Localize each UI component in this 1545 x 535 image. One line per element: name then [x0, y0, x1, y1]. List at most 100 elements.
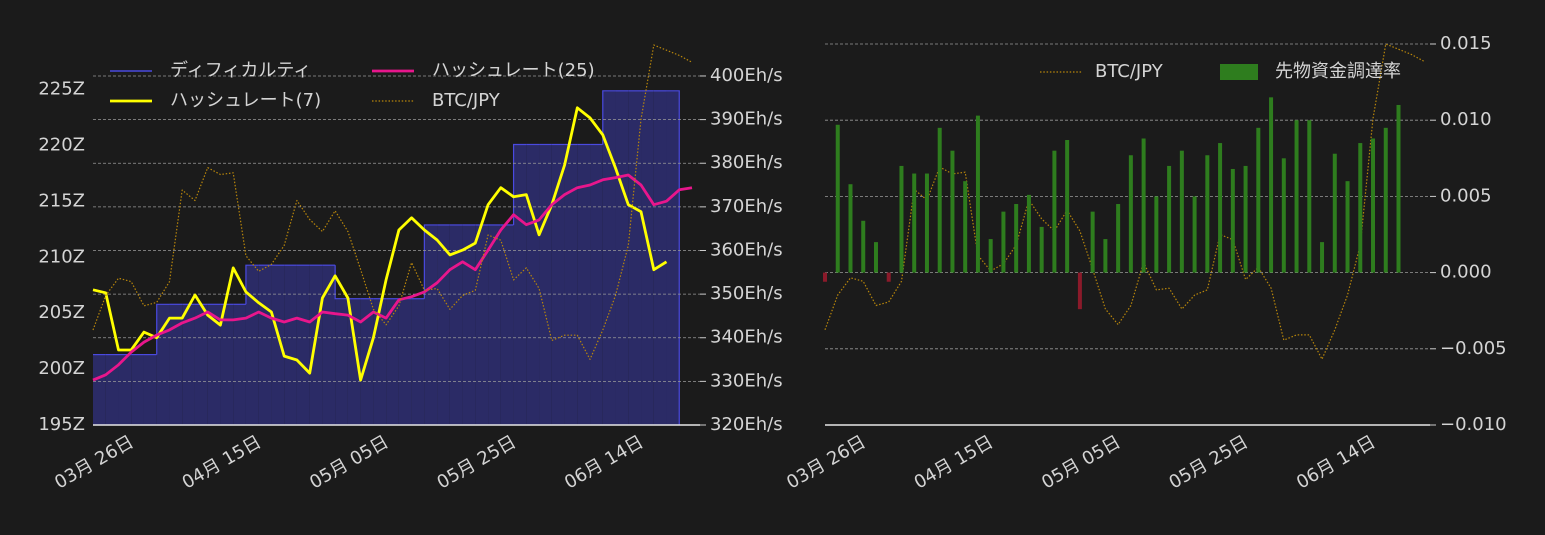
bar: [924, 173, 929, 273]
bar: [975, 115, 980, 273]
bar: [1256, 127, 1261, 273]
bar: [1141, 138, 1146, 273]
bar: [1230, 168, 1235, 273]
difficulty-area: [258, 265, 272, 425]
difficulty-area: [284, 265, 297, 425]
difficulty-area: [488, 224, 501, 425]
difficulty-area: [271, 265, 285, 425]
y-tick-label: 200Z: [38, 358, 85, 379]
difficulty-area: [335, 298, 348, 425]
y-tick-label: 340Eh/s: [710, 327, 783, 348]
y-tick-label: 220Z: [38, 135, 85, 156]
difficulty-area: [437, 224, 450, 425]
legend-swatch: [1220, 64, 1258, 80]
legend-label: ハッシュレート(7): [170, 90, 321, 111]
line: [92, 106, 668, 382]
difficulty-area: [602, 90, 616, 425]
difficulty-area: [207, 304, 221, 425]
difficulty-area: [118, 354, 132, 425]
difficulty-area: [131, 354, 144, 425]
difficulty-area: [93, 354, 106, 425]
bar: [1332, 153, 1337, 273]
difficulty-area: [322, 265, 336, 425]
bar: [823, 272, 827, 282]
bar: [1294, 120, 1299, 273]
bar: [1179, 150, 1184, 273]
y-tick-label: 0.015: [1440, 33, 1492, 54]
difficulty-area: [500, 224, 514, 425]
bar: [1014, 204, 1019, 273]
bar: [848, 184, 853, 273]
difficulty-area: [590, 144, 603, 425]
legend-label: ハッシュレート(25): [432, 60, 595, 81]
y-tick-label: 400Eh/s: [710, 65, 783, 86]
difficulty-area: [615, 90, 629, 425]
difficulty-area: [233, 304, 246, 425]
y-tick-label: 390Eh/s: [710, 109, 783, 130]
bar: [950, 150, 955, 273]
difficulty-area: [296, 265, 310, 425]
difficulty-area: [577, 144, 591, 425]
difficulty-area: [411, 298, 425, 425]
difficulty-area: [347, 298, 361, 425]
y-tick-label: 225Z: [38, 79, 85, 100]
line: [824, 43, 1425, 360]
difficulty-area: [424, 224, 438, 425]
y-tick-label: 0.005: [1440, 185, 1492, 206]
y-tick-label: 0.000: [1440, 262, 1492, 283]
y-tick-label: 380Eh/s: [710, 152, 783, 173]
bar: [835, 124, 840, 273]
bar: [1358, 143, 1363, 273]
difficulty-area: [169, 304, 183, 425]
bar: [912, 173, 917, 273]
difficulty-step: [666, 90, 680, 425]
bar: [1218, 143, 1223, 273]
difficulty-area: [475, 224, 489, 425]
bar: [988, 239, 993, 273]
difficulty-area: [245, 265, 259, 425]
difficulty-area: [641, 90, 654, 425]
y-tick-label: 205Z: [38, 302, 85, 323]
bar: [1116, 204, 1121, 273]
bar: [1154, 196, 1159, 273]
y-tick-label: 360Eh/s: [710, 239, 783, 260]
legend-label: ディフィカルティ: [170, 60, 311, 81]
y-tick-label: 210Z: [38, 246, 85, 267]
difficulty-area: [194, 304, 208, 425]
bar: [1243, 165, 1248, 273]
difficulty-area: [373, 298, 387, 425]
y-tick-label: 0.010: [1440, 109, 1492, 130]
bar: [1001, 211, 1006, 273]
bar: [1192, 196, 1197, 273]
bar: [1383, 127, 1388, 273]
bar: [1396, 104, 1401, 273]
bar: [1269, 97, 1274, 273]
y-tick-label: 320Eh/s: [710, 414, 783, 435]
difficulty-area: [309, 265, 323, 425]
y-tick-label: 330Eh/s: [710, 370, 783, 391]
bar: [963, 181, 968, 273]
difficulty-area: [551, 144, 565, 425]
legend-label: 先物資金調達率: [1275, 61, 1401, 82]
difficulty-area: [220, 304, 234, 425]
bar: [937, 127, 942, 273]
bar: [873, 242, 878, 273]
bar: [1052, 150, 1057, 273]
bar: [886, 272, 891, 282]
bar: [1371, 138, 1376, 273]
line: [92, 173, 693, 382]
y-tick-label: 215Z: [38, 190, 85, 211]
difficulty-area: [143, 354, 157, 425]
difficulty-area: [628, 90, 642, 425]
difficulty-area: [526, 144, 540, 425]
legend-label: BTC/JPY: [1095, 61, 1164, 82]
difficulty-area: [182, 304, 195, 425]
bar: [1345, 181, 1350, 273]
bar: [1307, 120, 1312, 273]
bar: [861, 220, 866, 273]
bar: [1039, 226, 1044, 273]
difficulty-area: [398, 298, 412, 425]
bar: [1026, 194, 1031, 273]
